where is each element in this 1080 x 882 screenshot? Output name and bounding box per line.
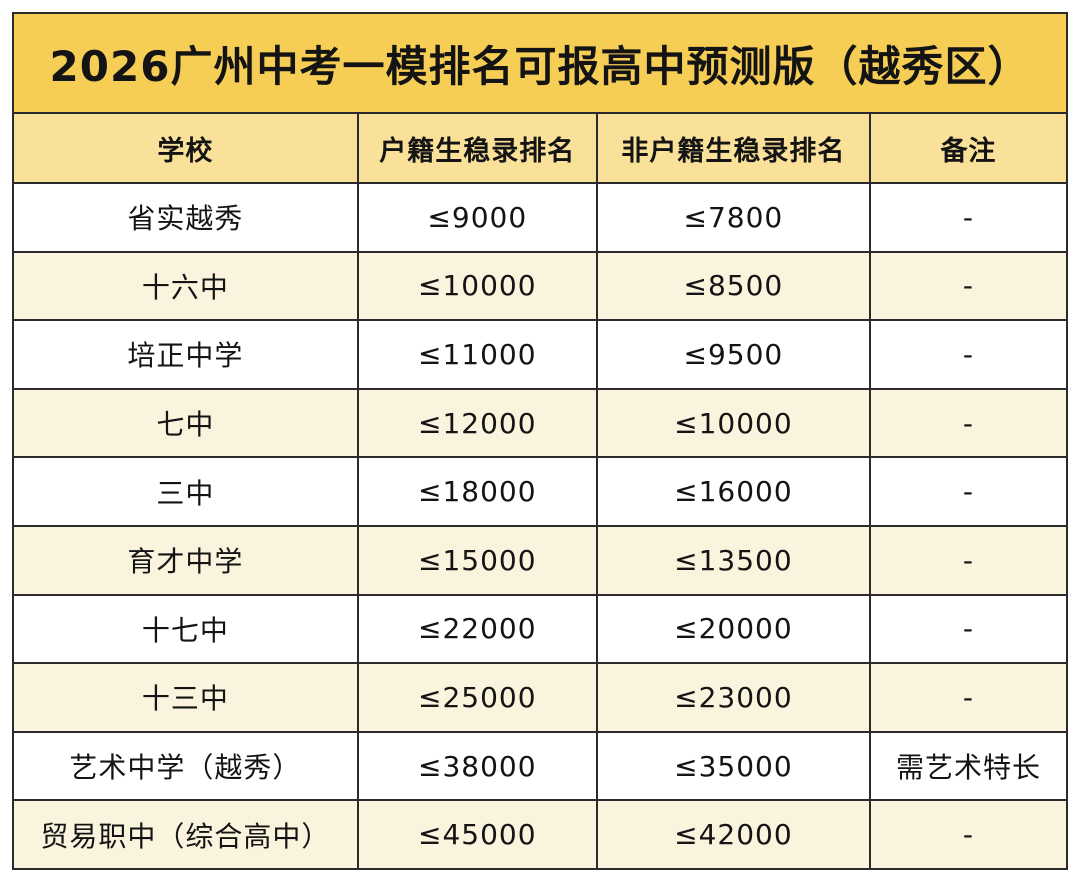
- cell-school: 十七中: [12, 593, 359, 665]
- cell-local-rank: ≤12000: [356, 387, 598, 459]
- cell-note: -: [868, 799, 1069, 870]
- table-row: 十三中 ≤25000 ≤23000-: [12, 662, 1069, 733]
- cell-note: -: [868, 182, 1069, 253]
- cell-local-rank: ≤10000: [356, 250, 598, 322]
- table-title-row: 2026广州中考一模排名可报高中预测版（越秀区）: [12, 12, 1068, 114]
- cell-nonlocal-rank: ≤8500: [595, 250, 871, 322]
- cell-local-rank: ≤25000: [356, 662, 598, 733]
- cell-nonlocal-rank: ≤20000: [595, 593, 871, 665]
- table-row: 七中 ≤12000 ≤10000-: [12, 387, 1069, 459]
- cell-local-rank: ≤11000: [356, 319, 598, 390]
- cell-nonlocal-rank: ≤35000: [595, 730, 871, 802]
- table-row: 育才中学 ≤15000 ≤13500-: [12, 524, 1069, 596]
- cell-nonlocal-rank: ≤42000: [595, 799, 871, 870]
- cell-note: -: [868, 662, 1069, 733]
- table-row: 十六中 ≤10000 ≤8500-: [12, 250, 1069, 322]
- table-row: 贸易职中（综合高中） ≤45000 ≤42000-: [12, 799, 1069, 870]
- cell-local-rank: ≤9000: [356, 182, 598, 253]
- cell-school: 培正中学: [12, 319, 359, 390]
- cell-nonlocal-rank: ≤23000: [595, 662, 871, 733]
- cell-school: 三中: [12, 456, 359, 527]
- cell-school: 省实越秀: [12, 182, 359, 253]
- cell-note: -: [868, 250, 1069, 322]
- cell-note: -: [868, 593, 1069, 665]
- table-row: 省实越秀 ≤9000 ≤7800-: [12, 182, 1069, 253]
- cell-school: 七中: [12, 387, 359, 459]
- cell-nonlocal-rank: ≤10000: [595, 387, 871, 459]
- cell-local-rank: ≤45000: [356, 799, 598, 870]
- cell-local-rank: ≤18000: [356, 456, 598, 527]
- cell-school: 十三中: [12, 662, 359, 733]
- cell-local-rank: ≤38000: [356, 730, 598, 802]
- cell-nonlocal-rank: ≤9500: [595, 319, 871, 390]
- cell-note: 需艺术特长: [868, 730, 1069, 802]
- table-row: 培正中学 ≤11000 ≤9500-: [12, 319, 1069, 390]
- table-row: 三中 ≤18000 ≤16000-: [12, 456, 1069, 527]
- column-header-note: 备注: [868, 112, 1069, 184]
- column-header-school: 学校: [12, 112, 359, 184]
- prediction-table: 2026广州中考一模排名可报高中预测版（越秀区） 学校 户籍生稳录排名 非户籍生…: [12, 12, 1069, 870]
- cell-local-rank: ≤15000: [356, 524, 598, 596]
- table-row: 艺术中学（越秀） ≤38000 ≤35000 需艺术特长: [12, 730, 1069, 802]
- table-body: 省实越秀 ≤9000 ≤7800- 十六中 ≤10000 ≤8500- 培正中学 ≤11000…: [12, 182, 1069, 870]
- cell-nonlocal-rank: ≤16000: [595, 456, 871, 527]
- page-title: 2026广州中考一模排名可报高中预测版（越秀区）: [12, 12, 1068, 114]
- cell-nonlocal-rank: ≤7800: [595, 182, 871, 253]
- cell-note: -: [868, 319, 1069, 390]
- column-header-nonlocal: 非户籍生稳录排名: [595, 112, 871, 184]
- cell-nonlocal-rank: ≤13500: [595, 524, 871, 596]
- cell-local-rank: ≤22000: [356, 593, 598, 665]
- cell-school: 贸易职中（综合高中）: [12, 799, 359, 870]
- table-header-row: 学校 户籍生稳录排名 非户籍生稳录排名 备注: [12, 112, 1069, 184]
- column-header-local: 户籍生稳录排名: [356, 112, 598, 184]
- cell-note: -: [868, 524, 1069, 596]
- table-row: 十七中 ≤22000 ≤20000-: [12, 593, 1069, 665]
- cell-note: -: [868, 387, 1069, 459]
- cell-school: 十六中: [12, 250, 359, 322]
- cell-note: -: [868, 456, 1069, 527]
- cell-school: 艺术中学（越秀）: [12, 730, 359, 802]
- cell-school: 育才中学: [12, 524, 359, 596]
